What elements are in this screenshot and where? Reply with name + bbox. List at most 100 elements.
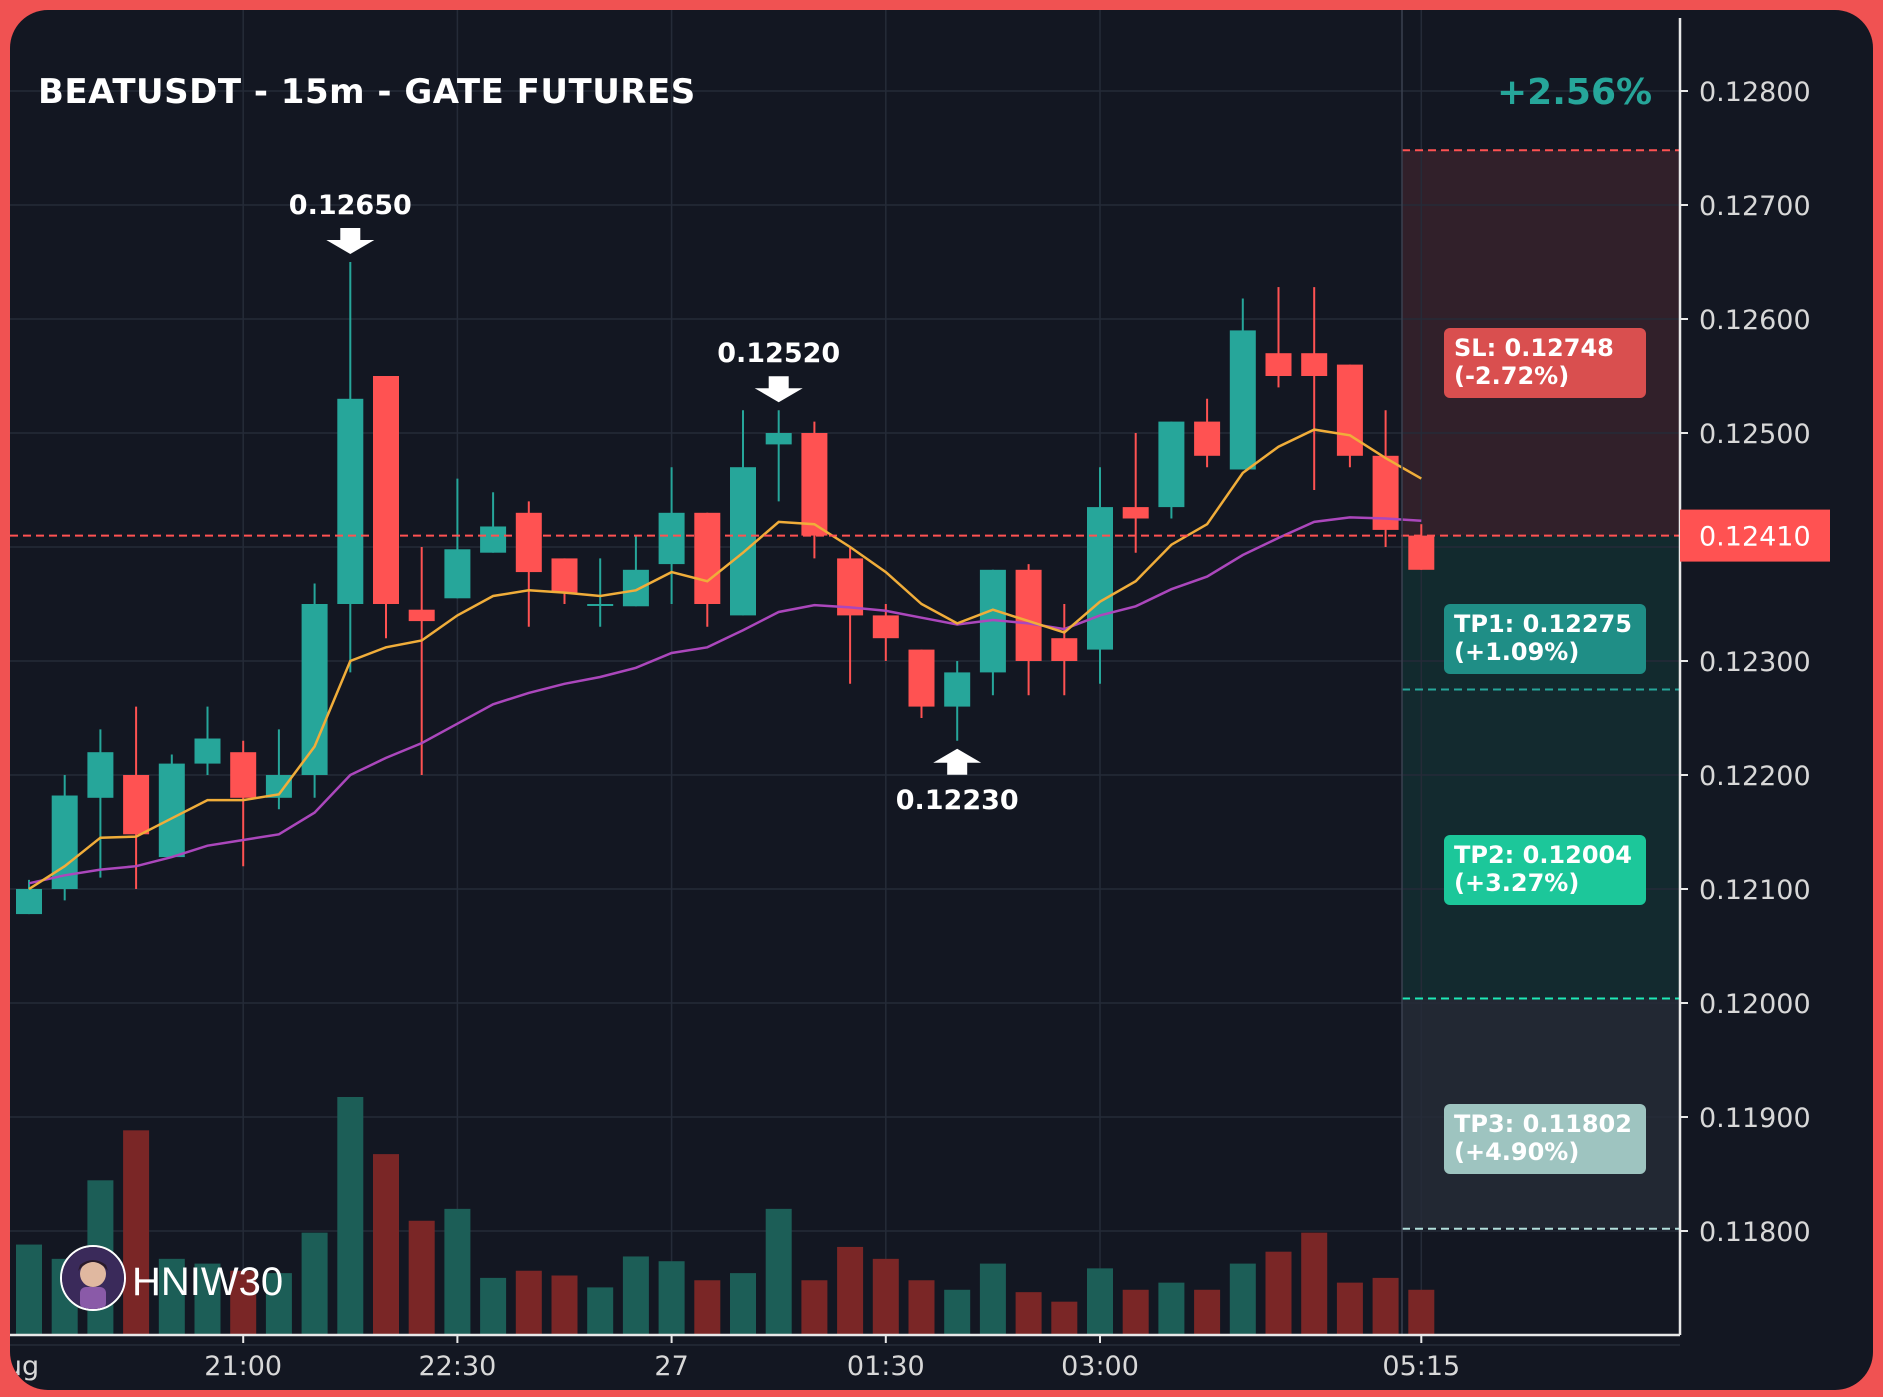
candle-body (1194, 421, 1221, 456)
tp3-percent: (+4.90%) (1454, 1138, 1580, 1166)
volume-bar (1194, 1289, 1221, 1335)
moving-averages (28, 428, 1422, 891)
volume-bar (123, 1130, 150, 1335)
y-tick-label: 0.12100 (1699, 875, 1811, 906)
volume-bar (658, 1261, 685, 1335)
candle-body (408, 609, 435, 622)
price-change: +2.56% (1497, 72, 1653, 113)
arrow-down-icon (326, 228, 375, 254)
tp3-badge: TP3: 0.11802 (+4.90%) (1444, 1104, 1646, 1174)
candle-body (694, 512, 721, 604)
candle-body (158, 763, 185, 858)
volume-bar (408, 1220, 435, 1335)
y-tick-label: 0.12600 (1699, 305, 1811, 336)
volume-bar (872, 1258, 899, 1335)
tp1-label: TP1: 0.12275 (1454, 610, 1632, 638)
y-tick-label: 0.11900 (1699, 1103, 1811, 1134)
volume-bar (444, 1208, 471, 1335)
candle-body (337, 398, 364, 604)
volume-bar (801, 1280, 828, 1335)
tp1-badge: TP1: 0.12275 (+1.09%) (1444, 604, 1646, 674)
sl-label: SL: 0.12748 (1454, 334, 1614, 362)
sl-percent: (-2.72%) (1454, 362, 1570, 390)
tp2-label: TP2: 0.12004 (1454, 841, 1632, 869)
volume-bar (730, 1273, 756, 1335)
candle-body (230, 752, 257, 798)
candle-body (515, 512, 542, 573)
candle-body (622, 569, 649, 607)
y-tick-label: 0.12800 (1699, 77, 1811, 108)
tp1-percent: (+1.09%) (1454, 638, 1580, 666)
volume-bar (16, 1244, 42, 1335)
volume-bar (1122, 1289, 1149, 1335)
candle-body (658, 512, 685, 565)
candle-body (194, 738, 221, 764)
volume-bar (1336, 1282, 1363, 1335)
candle-body (301, 604, 328, 775)
x-tick-label: 22:30 (418, 1351, 496, 1382)
candle-body (587, 604, 614, 606)
candle-body (551, 558, 578, 593)
y-tick-label: 0.12000 (1699, 989, 1811, 1020)
tp2-badge: TP2: 0.12004 (+3.27%) (1444, 835, 1646, 905)
volume-bar (1087, 1268, 1113, 1335)
volume-bar (230, 1270, 257, 1335)
volume-bar (765, 1208, 792, 1335)
candle-body (1015, 569, 1042, 661)
volume-bar (694, 1280, 721, 1335)
axes: 0.128000.127000.126000.125000.124000.123… (10, 18, 1830, 1382)
volume-bar (1051, 1301, 1078, 1335)
volume-bar (1372, 1277, 1399, 1335)
tp3-label: TP3: 0.11802 (1454, 1110, 1632, 1138)
candle-body (765, 433, 792, 445)
sl-badge: SL: 0.12748 (-2.72%) (1444, 328, 1646, 398)
volume-bar (265, 1273, 292, 1335)
chart-frame: 0.12650 0.12520 0.12230 0.12800 0.12700 0.12… (10, 10, 1873, 1390)
candle-body (1265, 353, 1292, 376)
chart-title: BEATUSDT - 15m - GATE FUTURES (38, 72, 696, 112)
y-tick-label: 0.12200 (1699, 761, 1811, 792)
volume-bar (837, 1246, 864, 1335)
volume-bar (908, 1280, 935, 1335)
volume-bar (551, 1275, 578, 1335)
ema-slow-line (28, 516, 1422, 885)
volume-bar (1015, 1292, 1042, 1335)
candle-body (444, 549, 471, 599)
x-tick-label: ug (10, 1351, 39, 1382)
ema-fast-line (28, 428, 1422, 891)
level-lines (10, 10, 1680, 1335)
y-tick-label: 0.11800 (1699, 1217, 1811, 1248)
tp2-percent: (+3.27%) (1454, 869, 1580, 897)
candle-body (1408, 535, 1435, 570)
volume-bar (480, 1277, 507, 1335)
candle-body (373, 376, 399, 604)
current-price-tag (1680, 509, 1830, 562)
candle-body (1301, 353, 1328, 376)
annotation-label: 0.12230 (896, 785, 1019, 816)
volume-bar (944, 1289, 971, 1335)
candle-body (1122, 507, 1149, 519)
x-tick-label: 27 (654, 1351, 688, 1382)
volume-bar (587, 1287, 614, 1335)
candle-body (1051, 638, 1078, 661)
x-tick-label: 01:30 (847, 1351, 925, 1382)
y-tick-label: 0.12500 (1699, 419, 1811, 450)
price-chart[interactable]: 0.12650 0.12520 0.12230 0.12800 0.12700 0.12… (10, 10, 1873, 1390)
candle-body (944, 672, 971, 707)
y-tick-label: 0.12700 (1699, 191, 1811, 222)
volume-bar (515, 1270, 542, 1335)
volume-bar (301, 1232, 328, 1335)
x-tick-label: 05:15 (1382, 1351, 1460, 1382)
candle-body (265, 775, 292, 798)
candle-body (1158, 421, 1185, 508)
volume-bar (1301, 1232, 1328, 1335)
volume-bar (1229, 1263, 1256, 1335)
x-tick-label: 21:00 (204, 1351, 282, 1382)
candle-body (87, 752, 114, 798)
watermark-name: HNIW30 (132, 1260, 284, 1304)
candle-body (1087, 507, 1113, 650)
volume-bar (622, 1256, 649, 1335)
volume-bar (373, 1154, 399, 1335)
candle-body (872, 615, 899, 639)
y-tick-label: 0.12300 (1699, 647, 1811, 678)
